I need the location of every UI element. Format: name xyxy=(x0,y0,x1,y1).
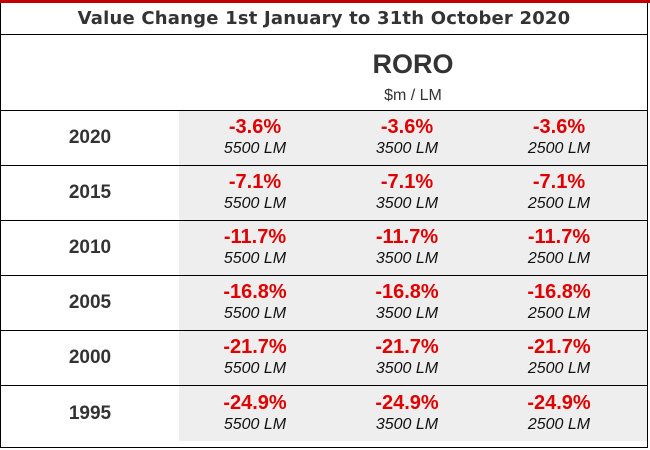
value-cell: -16.8% 5500 LM xyxy=(177,276,333,330)
table-title: Value Change 1st January to 31th October… xyxy=(1,3,647,35)
size-label: 2500 LM xyxy=(527,415,591,433)
value-cells: -3.6% 5500 LM -3.6% 3500 LM -3.6% 2500 LM xyxy=(179,111,647,165)
value-cell: -7.1% 3500 LM xyxy=(329,166,485,220)
value-cells: -7.1% 5500 LM -7.1% 3500 LM -7.1% 2500 LM xyxy=(179,166,647,220)
table-row: 1995 -24.9% 5500 LM -24.9% 3500 LM -24.9% 2500… xyxy=(1,386,647,441)
size-label: 5500 LM xyxy=(223,140,287,157)
percent-change: -21.7% xyxy=(527,336,591,358)
value-cell: -3.6% 5500 LM xyxy=(177,111,333,165)
year-label: 2005 xyxy=(68,292,112,313)
year-label: 2015 xyxy=(68,182,112,203)
value-cell: -7.1% 2500 LM xyxy=(481,166,637,220)
value-cell: -11.7% 5500 LM xyxy=(177,221,333,275)
value-cell: -16.8% 3500 LM xyxy=(329,276,485,330)
size-label: 5500 LM xyxy=(223,415,287,433)
value-cells: -16.8% 5500 LM -16.8% 3500 LM -16.8% 2500 LM xyxy=(179,276,647,330)
size-label: 2500 LM xyxy=(527,250,591,267)
size-label: 5500 LM xyxy=(223,195,287,212)
size-label: 3500 LM xyxy=(375,250,439,267)
accent-bar xyxy=(0,0,650,3)
percent-change: -3.6% xyxy=(380,116,434,138)
vessel-type-heading: RORO xyxy=(372,49,454,79)
value-cell: -21.7% 5500 LM xyxy=(177,331,333,385)
percent-change: -21.7% xyxy=(375,336,439,358)
percent-change: -24.9% xyxy=(527,391,591,414)
percent-change: -3.6% xyxy=(532,116,586,138)
size-label: 3500 LM xyxy=(375,360,439,377)
table-body: 2020 -3.6% 5500 LM -3.6% 3500 LM -3.6% 2500 LM… xyxy=(1,111,647,441)
value-cell: -3.6% 3500 LM xyxy=(329,111,485,165)
value-change-table: Value Change 1st January to 31th October… xyxy=(0,3,648,448)
value-cells: -21.7% 5500 LM -21.7% 3500 LM -21.7% 2500 LM xyxy=(179,331,647,385)
percent-change: -16.8% xyxy=(223,281,287,303)
percent-change: -7.1% xyxy=(380,171,434,193)
value-cell: -3.6% 2500 LM xyxy=(481,111,637,165)
value-cell: -24.9% 2500 LM xyxy=(481,386,637,441)
size-label: 2500 LM xyxy=(527,305,591,322)
table-row: 2015 -7.1% 5500 LM -7.1% 3500 LM -7.1% 2500 LM xyxy=(1,166,647,221)
value-cell: -24.9% 3500 LM xyxy=(329,386,485,441)
size-label: 5500 LM xyxy=(223,305,287,322)
table-row: 2010 -11.7% 5500 LM -11.7% 3500 LM -11.7% 2500… xyxy=(1,221,647,276)
year-label: 2020 xyxy=(68,127,112,148)
percent-change: -24.9% xyxy=(375,391,439,414)
table-row: 2020 -3.6% 5500 LM -3.6% 3500 LM -3.6% 2500 LM xyxy=(1,111,647,166)
value-cell: -21.7% 2500 LM xyxy=(481,331,637,385)
percent-change: -11.7% xyxy=(223,226,287,248)
percent-change: -16.8% xyxy=(375,281,439,303)
size-label: 3500 LM xyxy=(375,415,439,433)
percent-change: -21.7% xyxy=(223,336,287,358)
size-label: 2500 LM xyxy=(527,140,591,157)
percent-change: -11.7% xyxy=(375,226,439,248)
size-label: 2500 LM xyxy=(527,195,591,212)
value-cell: -11.7% 3500 LM xyxy=(329,221,485,275)
unit-label: $m / LM xyxy=(384,87,442,104)
value-cell: -16.8% 2500 LM xyxy=(481,276,637,330)
table-header: RORO $m / LM xyxy=(1,35,647,111)
value-cells: -24.9% 5500 LM -24.9% 3500 LM -24.9% 2500 LM xyxy=(179,386,647,441)
year-label: 2000 xyxy=(68,347,112,368)
size-label: 3500 LM xyxy=(375,195,439,212)
percent-change: -7.1% xyxy=(228,171,282,193)
percent-change: -3.6% xyxy=(228,116,282,138)
size-label: 3500 LM xyxy=(375,305,439,322)
size-label: 2500 LM xyxy=(527,360,591,377)
size-label: 5500 LM xyxy=(223,250,287,267)
value-cells: -11.7% 5500 LM -11.7% 3500 LM -11.7% 2500 LM xyxy=(179,221,647,275)
value-cell: -7.1% 5500 LM xyxy=(177,166,333,220)
year-label: 1995 xyxy=(68,402,112,424)
size-label: 3500 LM xyxy=(375,140,439,157)
percent-change: -11.7% xyxy=(527,226,591,248)
percent-change: -24.9% xyxy=(223,391,287,414)
table-row: 2000 -21.7% 5500 LM -21.7% 3500 LM -21.7% 2500… xyxy=(1,331,647,386)
value-cell: -21.7% 3500 LM xyxy=(329,331,485,385)
percent-change: -16.8% xyxy=(527,281,591,303)
size-label: 5500 LM xyxy=(223,360,287,377)
year-label: 2010 xyxy=(68,237,112,258)
value-cell: -24.9% 5500 LM xyxy=(177,386,333,441)
table-row: 2005 -16.8% 5500 LM -16.8% 3500 LM -16.8% 2500… xyxy=(1,276,647,331)
value-cell: -11.7% 2500 LM xyxy=(481,221,637,275)
percent-change: -7.1% xyxy=(532,171,586,193)
